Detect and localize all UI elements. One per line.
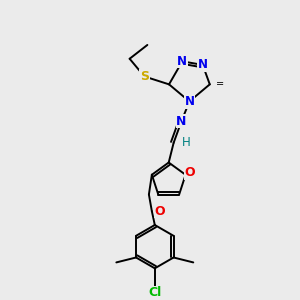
Text: S: S xyxy=(140,70,149,83)
Text: H: H xyxy=(182,136,190,149)
Text: O: O xyxy=(154,205,165,218)
Text: N: N xyxy=(184,95,194,108)
Text: O: O xyxy=(184,166,195,179)
Text: Cl: Cl xyxy=(148,286,161,299)
Text: =: = xyxy=(216,80,224,89)
Text: N: N xyxy=(176,115,187,128)
Text: N: N xyxy=(198,58,208,71)
Text: N: N xyxy=(177,55,187,68)
